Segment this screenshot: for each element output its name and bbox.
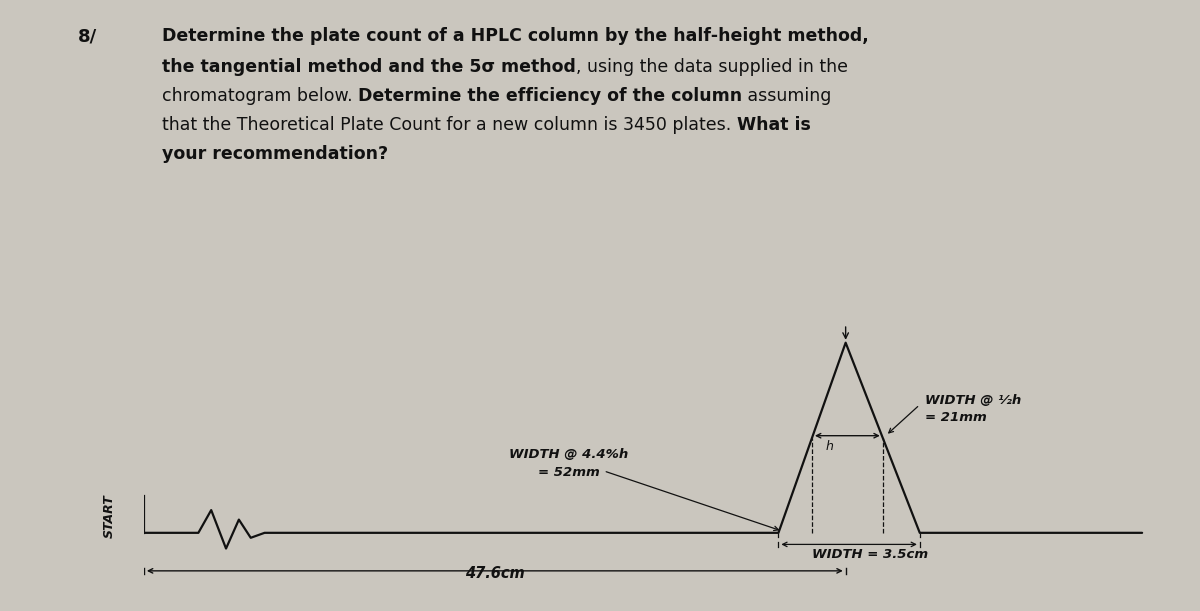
Text: the tangential method and the 5σ method: the tangential method and the 5σ method <box>162 58 576 76</box>
Text: Determine the efficiency of the column: Determine the efficiency of the column <box>358 87 743 104</box>
Text: , using the data supplied in the: , using the data supplied in the <box>576 58 848 76</box>
Text: chromatogram below.: chromatogram below. <box>162 87 358 104</box>
Text: = 21mm: = 21mm <box>925 411 986 425</box>
Text: that the Theoretical Plate Count for a new column is 3450 plates.: that the Theoretical Plate Count for a n… <box>162 116 737 134</box>
Text: What is: What is <box>737 116 811 134</box>
Text: WIDTH @ ½h: WIDTH @ ½h <box>925 394 1021 407</box>
Text: START: START <box>103 494 116 538</box>
Text: 8/: 8/ <box>78 27 97 45</box>
Text: h: h <box>826 440 834 453</box>
Text: WIDTH = 3.5cm: WIDTH = 3.5cm <box>812 549 929 562</box>
Text: WIDTH @ 4.4%h: WIDTH @ 4.4%h <box>509 448 629 461</box>
Text: assuming: assuming <box>743 87 832 104</box>
Text: Determine the plate count of a HPLC column by the half-height method,: Determine the plate count of a HPLC colu… <box>162 27 869 45</box>
Text: 47.6cm: 47.6cm <box>464 566 524 581</box>
Text: your recommendation?: your recommendation? <box>162 145 388 163</box>
Text: = 52mm: = 52mm <box>538 466 600 479</box>
